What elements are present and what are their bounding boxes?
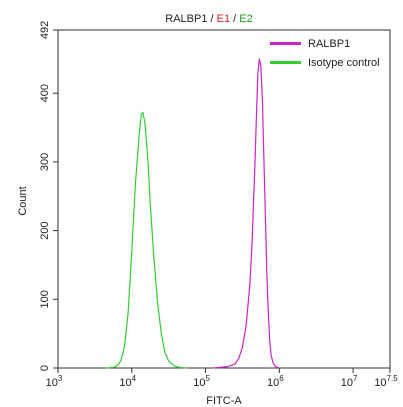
x-tick-base: 10	[267, 377, 279, 389]
series-line-ralbp1	[212, 58, 280, 369]
series-line-isotype-control	[105, 111, 188, 369]
plot-area-frame	[57, 29, 391, 369]
x-tick-exponent: 5	[205, 374, 210, 383]
x-tick-exponent: 3	[58, 374, 63, 383]
y-tick-label: 400	[39, 84, 51, 102]
x-tick-base: 10	[374, 377, 386, 389]
x-tick-exponent: 7.5	[387, 374, 399, 383]
x-tick-label: 105	[193, 374, 210, 389]
y-axis-title: Count	[17, 186, 29, 215]
y-tick-label: 300	[39, 153, 51, 171]
legend: RALBP1 Isotype control	[270, 38, 380, 69]
legend-label-isotype-control: Isotype control	[308, 57, 380, 69]
title-part: E2	[239, 13, 252, 25]
y-tick-label: 200	[39, 221, 51, 239]
title-part: /	[207, 13, 216, 25]
x-tick-label: 107.5	[374, 374, 398, 389]
y-tick-label: 100	[39, 290, 51, 308]
y-tick-label: 0	[39, 365, 51, 371]
y-tick-label: 492	[39, 21, 51, 39]
x-axis: 103 104 105 106 107 107.5	[46, 368, 398, 389]
series-group	[105, 58, 280, 369]
y-axis: 0 100 200 300 400 492	[39, 21, 58, 371]
x-tick-base: 10	[193, 377, 205, 389]
title-part: /	[230, 13, 239, 25]
x-tick-base: 10	[341, 377, 353, 389]
x-tick-label: 104	[119, 374, 136, 389]
x-tick-exponent: 6	[279, 374, 284, 383]
title-part: E1	[217, 13, 230, 25]
x-tick-label: 106	[267, 374, 284, 389]
x-tick-base: 10	[46, 377, 58, 389]
x-tick-label: 103	[46, 374, 63, 389]
chart-title: RALBP1 / E1 / E2	[165, 13, 252, 25]
title-part: RALBP1	[165, 13, 207, 25]
legend-label-ralbp1: RALBP1	[308, 38, 350, 50]
x-tick-label: 107	[341, 374, 358, 389]
x-axis-title: FITC-A	[206, 395, 242, 407]
x-tick-exponent: 4	[132, 374, 137, 383]
x-tick-base: 10	[119, 377, 131, 389]
x-tick-exponent: 7	[353, 374, 358, 383]
